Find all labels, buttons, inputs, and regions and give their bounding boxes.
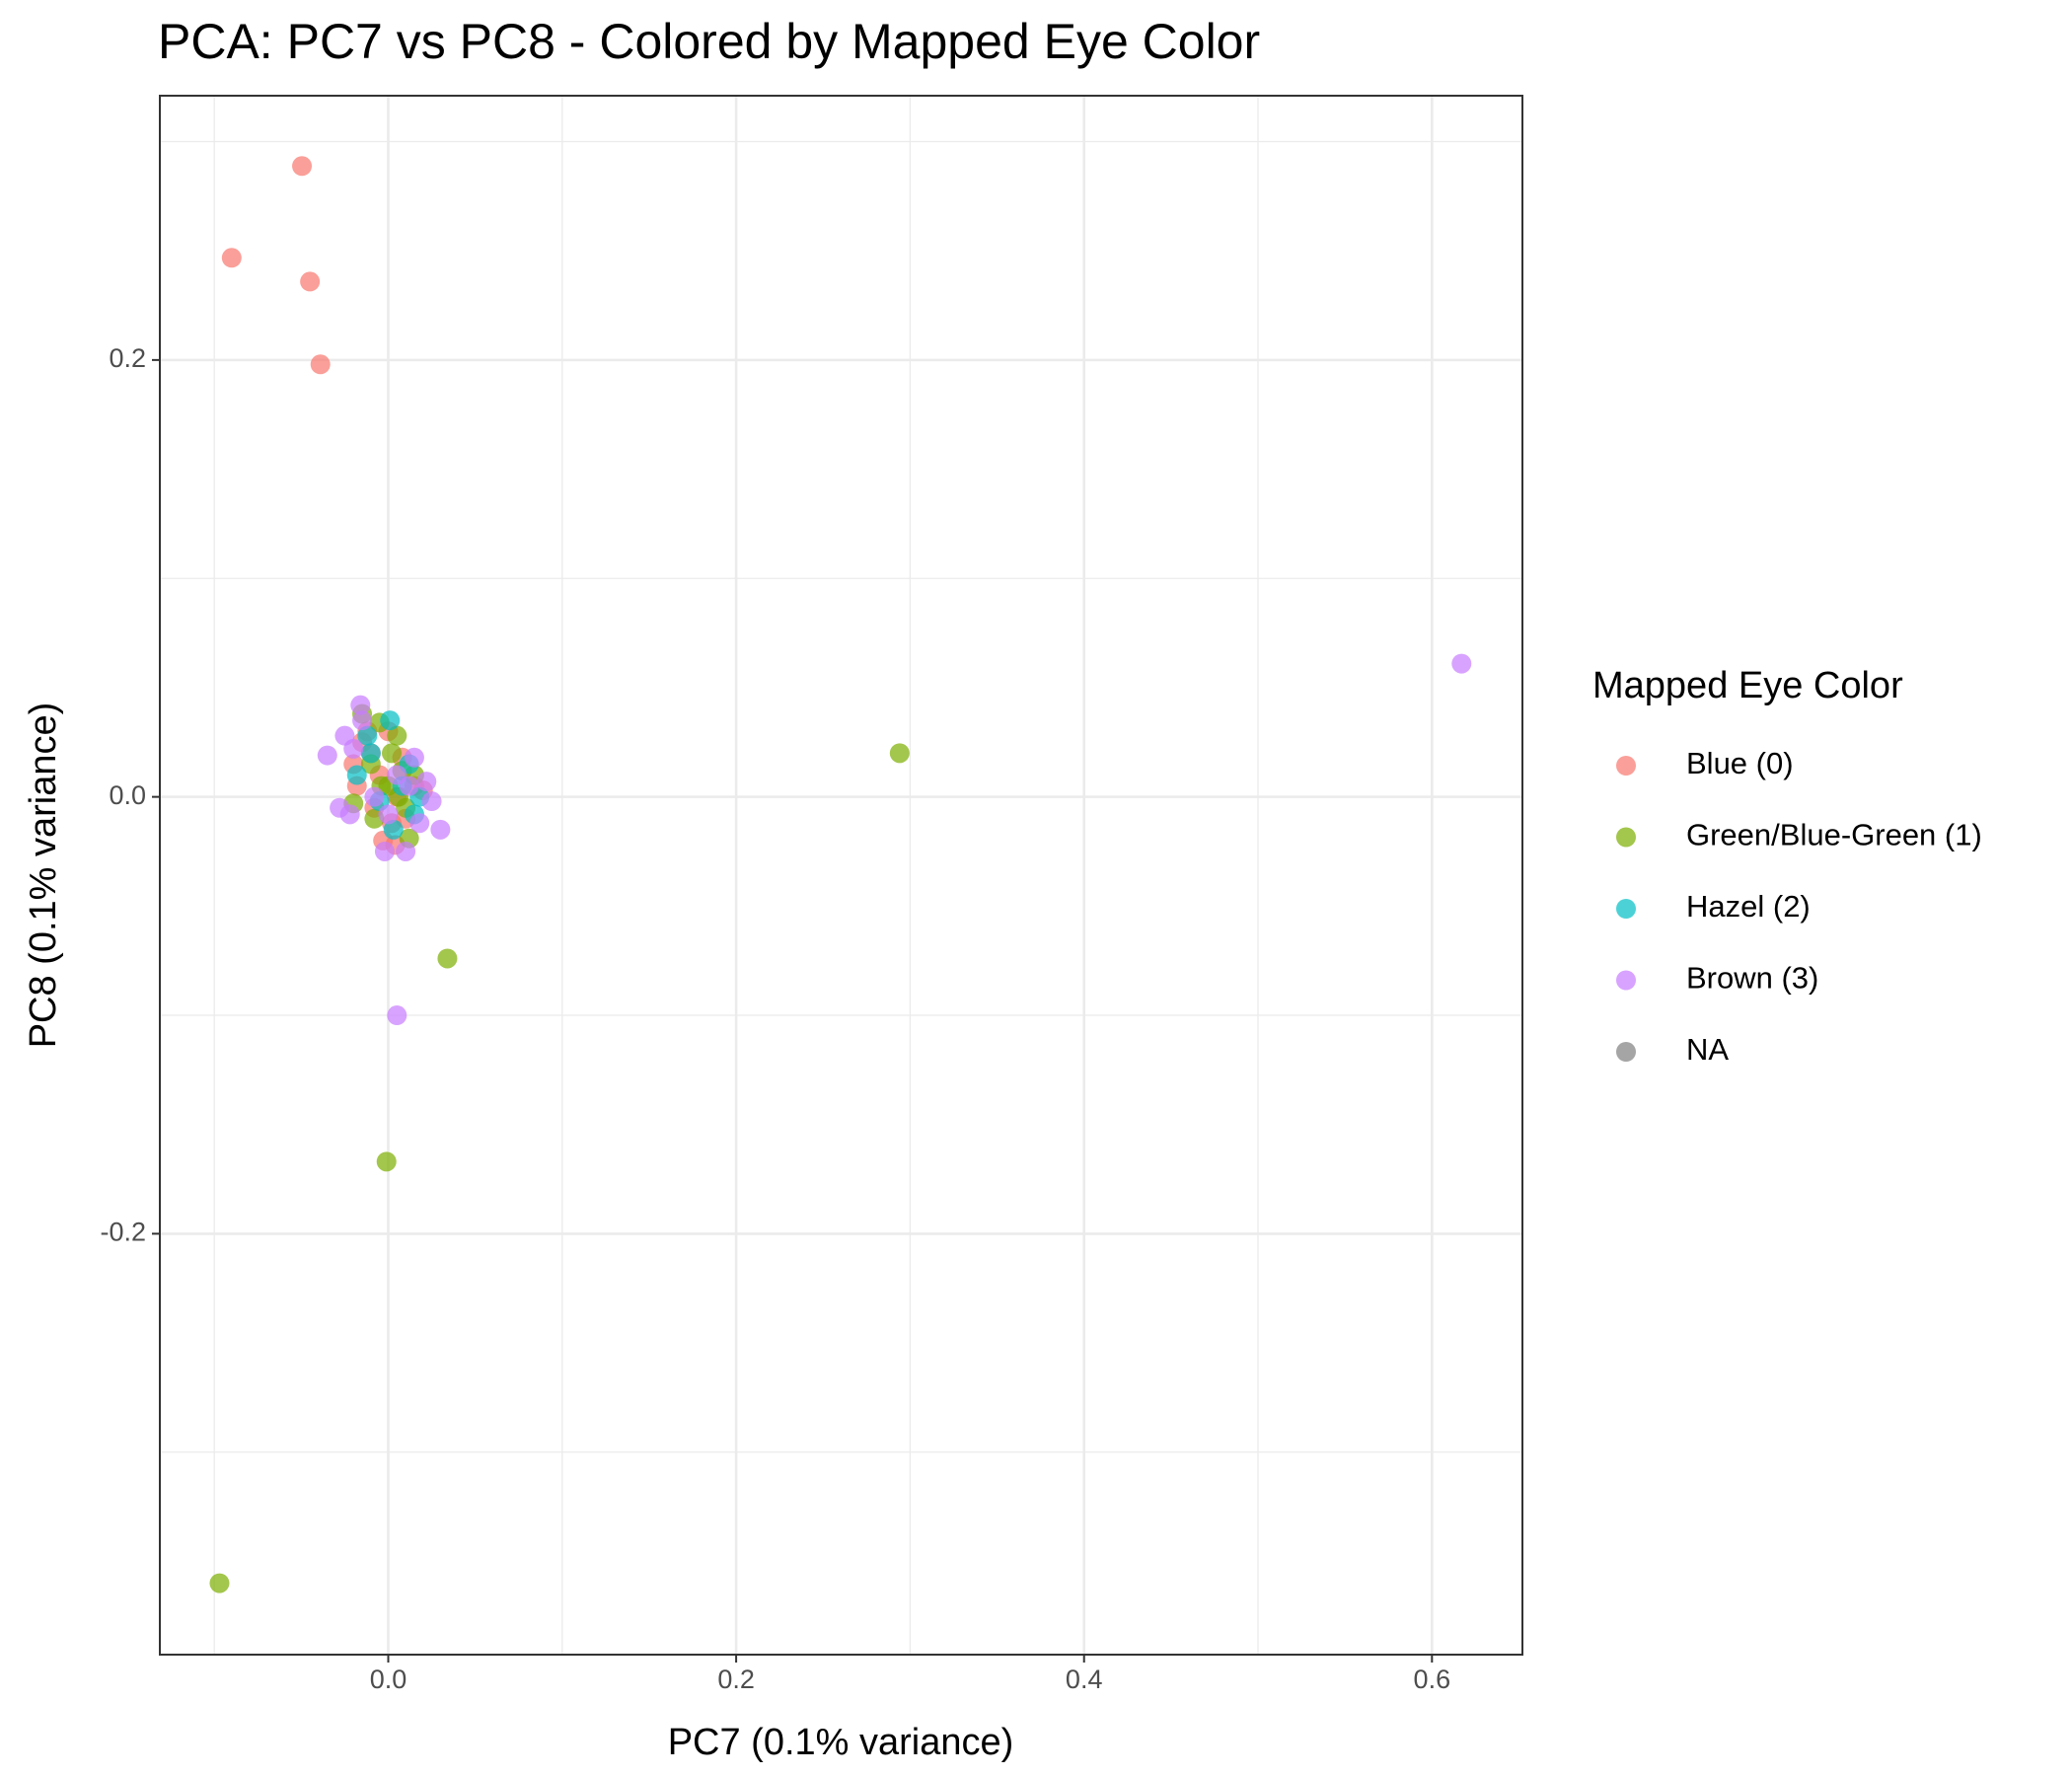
point (1451, 653, 1472, 674)
point (221, 248, 242, 268)
legend-label: Brown (3) (1686, 961, 1818, 996)
grid (160, 96, 1522, 1655)
point (376, 1151, 397, 1172)
point (209, 1573, 230, 1593)
point (409, 813, 430, 834)
y-tick-label: 0.0 (109, 780, 146, 810)
legend-label: Blue (0) (1686, 746, 1794, 780)
legend-key (1616, 756, 1636, 776)
point (437, 948, 458, 969)
legend-key (1616, 899, 1636, 919)
legend-label: Hazel (2) (1686, 889, 1811, 924)
point (416, 772, 437, 792)
point (310, 354, 331, 375)
point (430, 819, 451, 840)
point (350, 695, 371, 715)
point (339, 804, 360, 825)
point (346, 765, 367, 785)
points (209, 156, 1472, 1593)
point (360, 743, 381, 764)
point (364, 786, 385, 807)
legend-key (1616, 970, 1636, 991)
legend-label: Green/Blue-Green (1) (1686, 818, 1982, 852)
point (382, 743, 403, 764)
chart-title: PCA: PC7 vs PC8 - Colored by Mapped Eye … (158, 14, 1260, 69)
legend-label: NA (1686, 1032, 1729, 1067)
point (343, 738, 364, 759)
legend-title: Mapped Eye Color (1592, 665, 1903, 706)
point (374, 841, 395, 861)
point (396, 841, 416, 861)
x-tick-label: 0.0 (370, 1665, 407, 1694)
point (378, 804, 399, 825)
ticks: 0.0 0.2 0.4 0.6 -0.2 0.0 0.2 (100, 343, 1450, 1694)
point (404, 747, 424, 768)
legend-key (1616, 827, 1636, 848)
x-axis-title: PC7 (0.1% variance) (668, 1722, 1014, 1763)
y-tick-label: -0.2 (100, 1218, 146, 1247)
point (387, 1005, 407, 1026)
point (421, 791, 442, 812)
point (383, 819, 404, 840)
legend-key (1616, 1042, 1636, 1062)
legend: Blue (0) Green/Blue-Green (1) Hazel (2) Bro… (1616, 746, 1982, 1067)
point (352, 710, 373, 731)
y-axis-title: PC8 (0.1% variance) (23, 703, 64, 1049)
point (889, 743, 910, 764)
x-tick-label: 0.2 (717, 1665, 755, 1694)
point (292, 156, 313, 177)
y-tick-label: 0.2 (109, 343, 146, 373)
x-tick-label: 0.6 (1414, 1665, 1451, 1694)
point (387, 725, 407, 746)
panel-border (159, 95, 1523, 1656)
point (300, 271, 321, 292)
point (317, 745, 337, 766)
x-tick-label: 0.4 (1066, 1665, 1103, 1694)
point (399, 776, 419, 796)
point (357, 725, 378, 746)
point (380, 710, 401, 731)
